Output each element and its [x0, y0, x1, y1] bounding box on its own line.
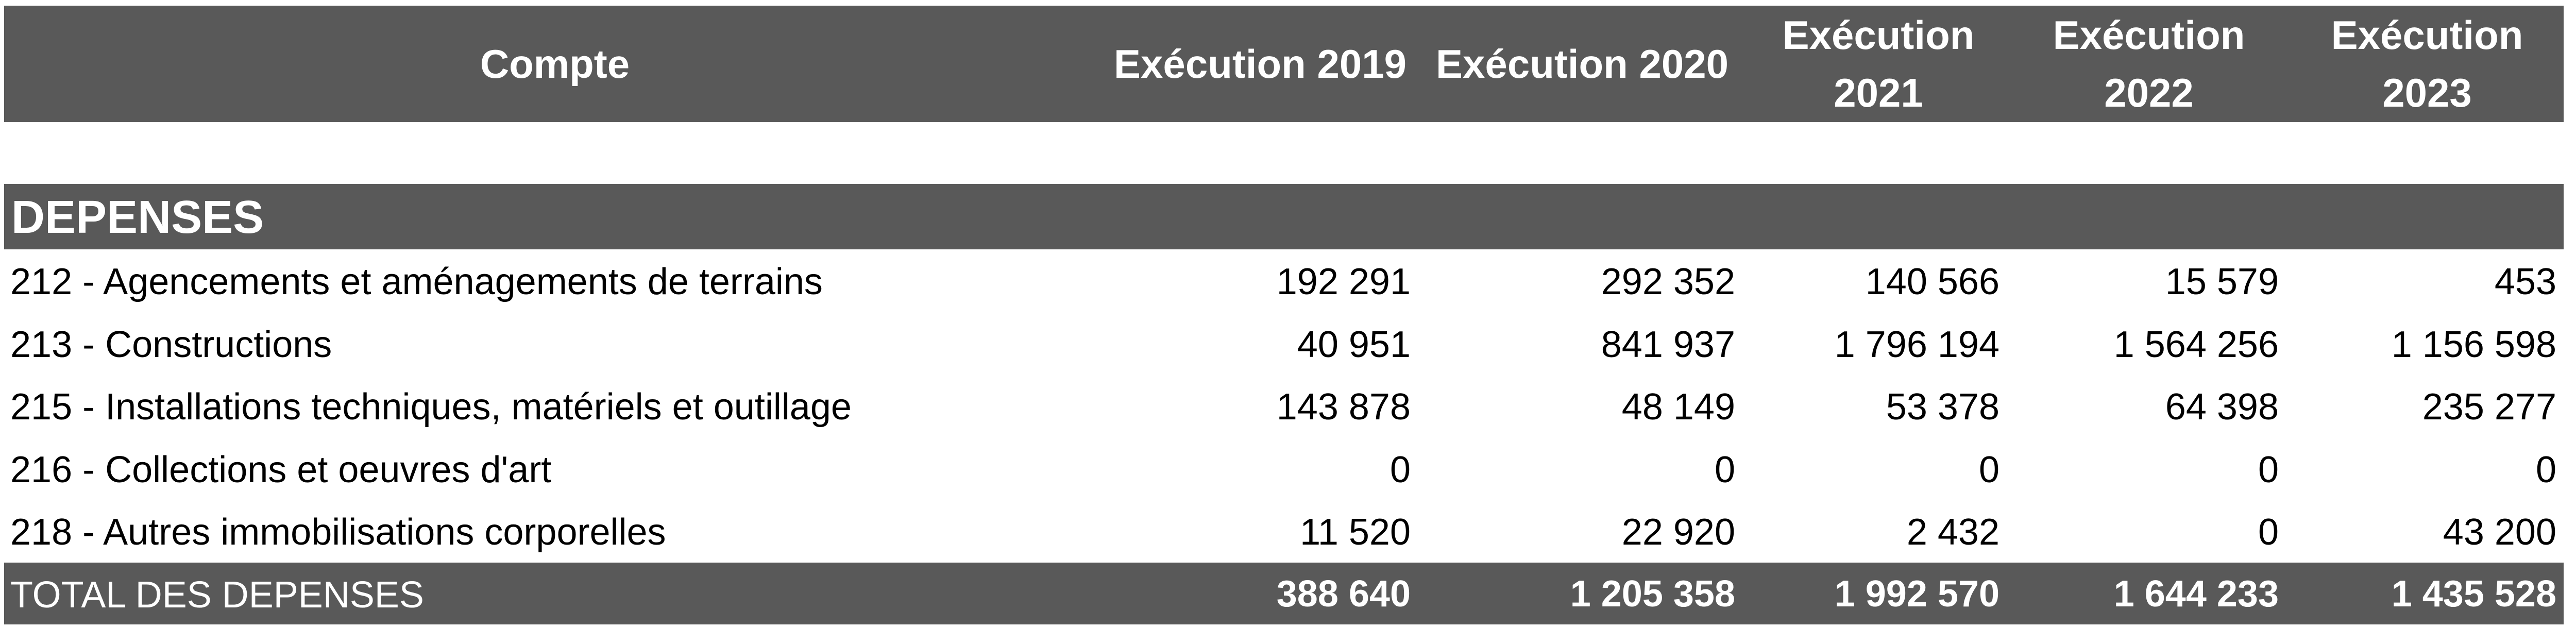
- total-label: TOTAL DES DEPENSES: [10, 574, 424, 616]
- total-2023: 1 435 528: [2391, 573, 2556, 615]
- header-compte: Compte: [480, 41, 630, 87]
- value-cell: 453: [2494, 261, 2556, 302]
- header-2021: Exécution 2021: [1782, 12, 1975, 115]
- header-2020: Exécution 2020: [1436, 41, 1728, 87]
- account-label: 218 - Autres immobilisations corporelles: [10, 512, 666, 553]
- table-row: 213 - Constructions 40 951 841 937 1 796 19…: [4, 312, 2564, 375]
- value-cell: 15 579: [2165, 261, 2279, 302]
- value-cell: 0: [2258, 512, 2279, 553]
- value-cell: 1 156 598: [2391, 324, 2556, 365]
- account-label: 213 - Constructions: [10, 324, 332, 365]
- total-2020: 1 205 358: [1570, 573, 1735, 615]
- value-cell: 0: [1389, 449, 1411, 490]
- value-cell: 11 520: [1300, 512, 1411, 553]
- value-cell: 64 398: [2165, 386, 2279, 428]
- account-label: 212 - Agencements et aménagements de ter…: [10, 261, 823, 302]
- value-cell: 140 566: [1865, 261, 1999, 302]
- account-label: 216 - Collections et oeuvres d'art: [10, 449, 552, 490]
- value-cell: 235 277: [2422, 386, 2556, 428]
- value-cell: 22 920: [1621, 512, 1735, 553]
- header-2019: Exécution 2019: [1114, 41, 1406, 87]
- table-row: 216 - Collections et oeuvres d'art 0 0 0 0 0: [4, 437, 2564, 500]
- total-2019: 388 640: [1276, 573, 1411, 615]
- value-cell: 2 432: [1906, 512, 1999, 553]
- value-cell: 53 378: [1886, 386, 1999, 428]
- table-row: 218 - Autres immobilisations corporelles…: [4, 500, 2564, 563]
- value-cell: 0: [2535, 449, 2556, 490]
- value-cell: 292 352: [1601, 261, 1735, 302]
- value-cell: 192 291: [1276, 261, 1411, 302]
- value-cell: 0: [2258, 449, 2279, 490]
- table-row: 215 - Installations techniques, matériel…: [4, 375, 2564, 437]
- header-2022: Exécution 2022: [2053, 12, 2245, 115]
- value-cell: 43 200: [2443, 512, 2556, 553]
- table-row: 212 - Agencements et aménagements de ter…: [4, 249, 2564, 312]
- total-2022: 1 644 233: [2113, 573, 2279, 615]
- value-cell: 1 796 194: [1834, 324, 1999, 365]
- table-header: Compte Exécution 2019 Exécution 2020 Exé…: [4, 6, 2564, 122]
- value-cell: 40 951: [1297, 324, 1411, 365]
- value-cell: 0: [1978, 449, 1999, 490]
- value-cell: 48 149: [1621, 386, 1735, 428]
- value-cell: 0: [1714, 449, 1735, 490]
- value-cell: 1 564 256: [2113, 324, 2279, 365]
- header-2023: Exécution 2023: [2331, 12, 2523, 115]
- total-2021: 1 992 570: [1834, 573, 1999, 615]
- section-title: DEPENSES: [11, 192, 264, 243]
- value-cell: 841 937: [1601, 324, 1735, 365]
- value-cell: 143 878: [1276, 386, 1411, 428]
- account-label: 215 - Installations techniques, matériel…: [10, 386, 852, 428]
- total-row: TOTAL DES DEPENSES 388 640 1 205 358 1 9…: [4, 563, 2564, 624]
- section-header: DEPENSES: [4, 184, 2564, 249]
